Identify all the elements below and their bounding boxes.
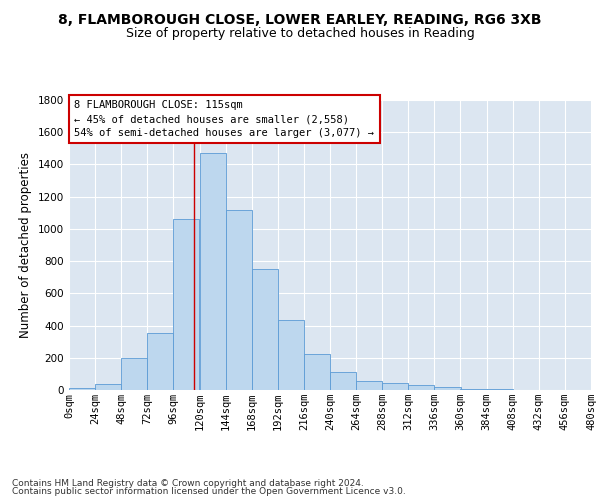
Bar bbox=[382, 383, 409, 390]
Bar bbox=[148, 333, 173, 390]
Bar bbox=[95, 384, 121, 390]
Bar bbox=[461, 389, 487, 390]
Text: Contains public sector information licensed under the Open Government Licence v3: Contains public sector information licen… bbox=[12, 487, 406, 496]
Text: Size of property relative to detached houses in Reading: Size of property relative to detached ho… bbox=[125, 28, 475, 40]
Bar bbox=[226, 210, 252, 390]
Y-axis label: Number of detached properties: Number of detached properties bbox=[19, 152, 32, 338]
Bar bbox=[199, 153, 226, 390]
Bar bbox=[173, 219, 199, 390]
Bar bbox=[69, 388, 95, 390]
Text: Contains HM Land Registry data © Crown copyright and database right 2024.: Contains HM Land Registry data © Crown c… bbox=[12, 478, 364, 488]
Bar bbox=[487, 389, 512, 390]
Bar bbox=[434, 387, 461, 390]
Bar bbox=[408, 385, 434, 390]
Bar bbox=[304, 354, 330, 390]
Bar bbox=[356, 381, 382, 390]
Text: 8 FLAMBOROUGH CLOSE: 115sqm
← 45% of detached houses are smaller (2,558)
54% of : 8 FLAMBOROUGH CLOSE: 115sqm ← 45% of det… bbox=[74, 100, 374, 138]
Bar bbox=[121, 358, 148, 390]
Text: 8, FLAMBOROUGH CLOSE, LOWER EARLEY, READING, RG6 3XB: 8, FLAMBOROUGH CLOSE, LOWER EARLEY, READ… bbox=[58, 12, 542, 26]
Bar bbox=[278, 320, 304, 390]
Bar bbox=[330, 372, 356, 390]
Bar bbox=[252, 269, 278, 390]
